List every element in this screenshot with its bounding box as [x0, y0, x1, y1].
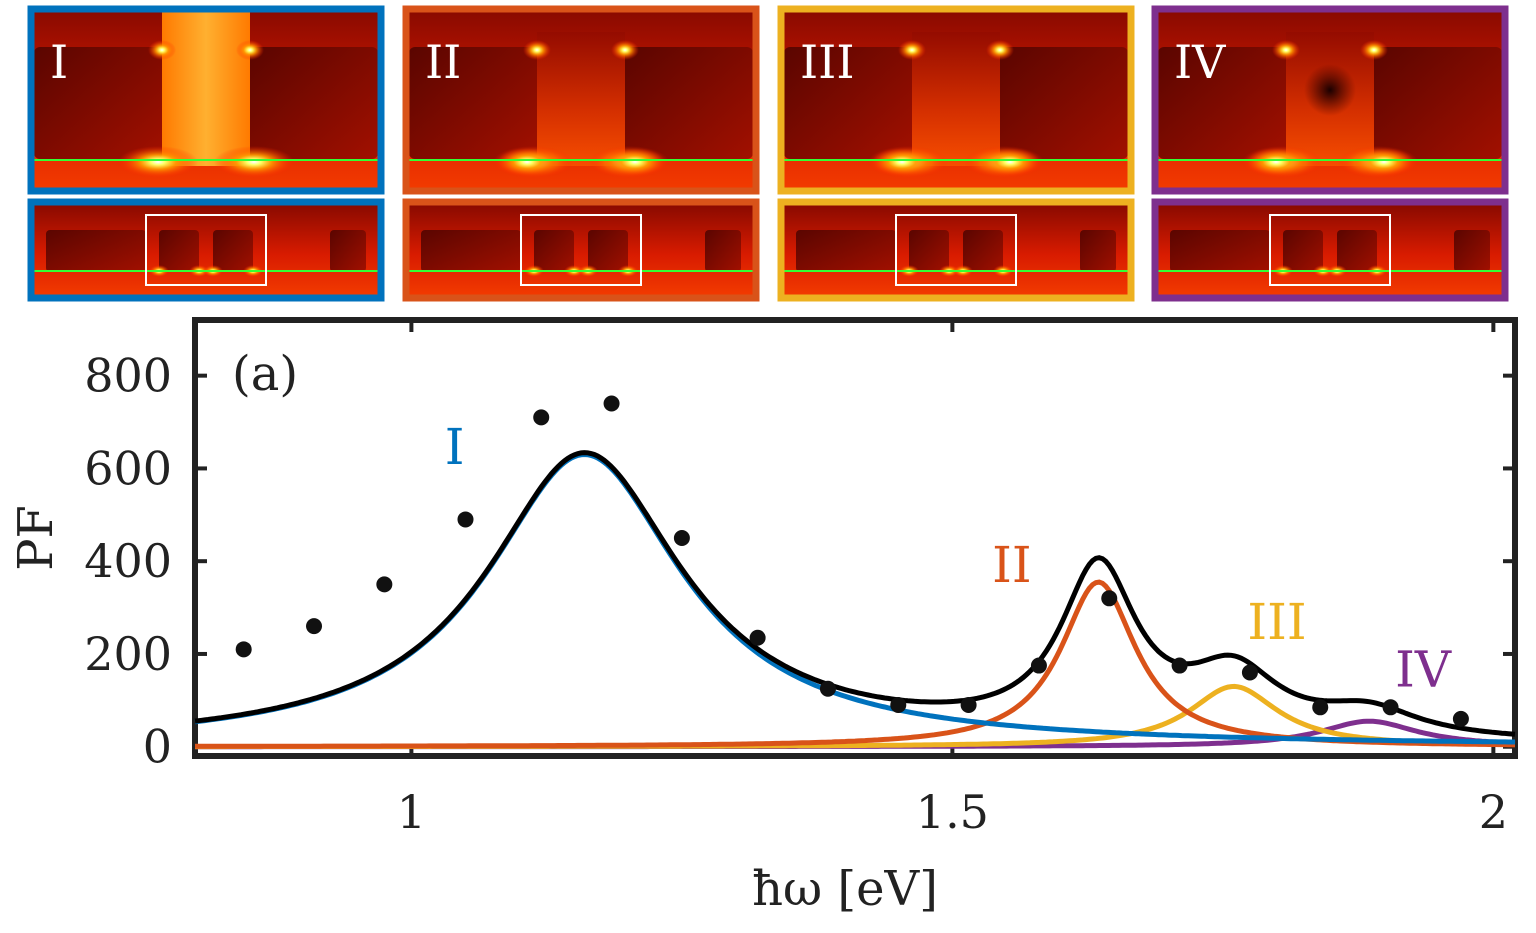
- scatter-point: [235, 641, 252, 658]
- y-tick-label: 400: [84, 534, 172, 588]
- field-map-zoom: I: [27, 5, 385, 195]
- scatter-point: [533, 409, 550, 426]
- mode-label-I: I: [445, 418, 465, 476]
- field-map-2: II: [402, 5, 760, 302]
- x-tick-label: 1: [397, 785, 426, 839]
- y-tick-label: 800: [84, 349, 172, 403]
- field-map-zoom: III: [777, 5, 1135, 195]
- scatter-point: [1101, 590, 1118, 607]
- field-map-1: I: [27, 5, 385, 302]
- field-map-overview: [27, 198, 385, 302]
- panel-label: (a): [232, 346, 298, 402]
- x-axis-label: ħω [eV]: [752, 861, 938, 917]
- mode-label-II: II: [992, 536, 1032, 594]
- field-map-label: I: [50, 35, 68, 89]
- plot-frame: [192, 317, 1518, 759]
- scatter-point: [1241, 664, 1258, 681]
- scatter-point: [890, 696, 907, 713]
- scatter-point: [1171, 657, 1188, 674]
- x-tick-label: 2: [1479, 785, 1508, 839]
- field-map-zoom: II: [402, 5, 760, 195]
- scatter-point: [1312, 699, 1329, 716]
- field-map-overview: [402, 198, 760, 302]
- scatter-point: [960, 696, 977, 713]
- x-tick-label: 1.5: [916, 785, 989, 839]
- mode-label-III: III: [1247, 593, 1306, 651]
- field-map-3: III: [777, 5, 1135, 302]
- field-map-label: II: [425, 35, 461, 89]
- x-tick-labels: 1 1.5 2: [397, 785, 1508, 839]
- field-map-label: IV: [1174, 35, 1226, 89]
- scatter-point: [749, 629, 766, 646]
- scatter-point: [457, 511, 474, 528]
- scatter-point: [603, 395, 620, 412]
- field-map-zoom: IV: [1151, 5, 1509, 195]
- scatter-point: [1030, 657, 1047, 674]
- y-tick-label: 600: [84, 441, 172, 495]
- field-map-label: III: [800, 35, 855, 89]
- series-curves: [194, 450, 1516, 750]
- mode-label-IV: IV: [1395, 640, 1452, 698]
- y-tick-label: 200: [84, 627, 172, 681]
- y-axis-label: PF: [8, 505, 64, 571]
- field-map-4: IV: [1151, 5, 1509, 302]
- field-map-panels: I II III IV: [27, 5, 1509, 302]
- scatter-point: [376, 576, 393, 593]
- y-tick-labels: 0 200 400 600 800: [84, 349, 172, 774]
- scatter-points: [235, 395, 1469, 727]
- field-map-overview: [777, 198, 1135, 302]
- total-curve: [194, 450, 1516, 737]
- scatter-point: [1382, 699, 1399, 716]
- y-tick-label: 0: [143, 720, 172, 774]
- scatter-point: [1452, 710, 1469, 727]
- field-map-overview: [1151, 198, 1509, 302]
- scatter-point: [819, 680, 836, 697]
- scatter-point: [673, 530, 690, 546]
- scatter-point: [306, 618, 323, 635]
